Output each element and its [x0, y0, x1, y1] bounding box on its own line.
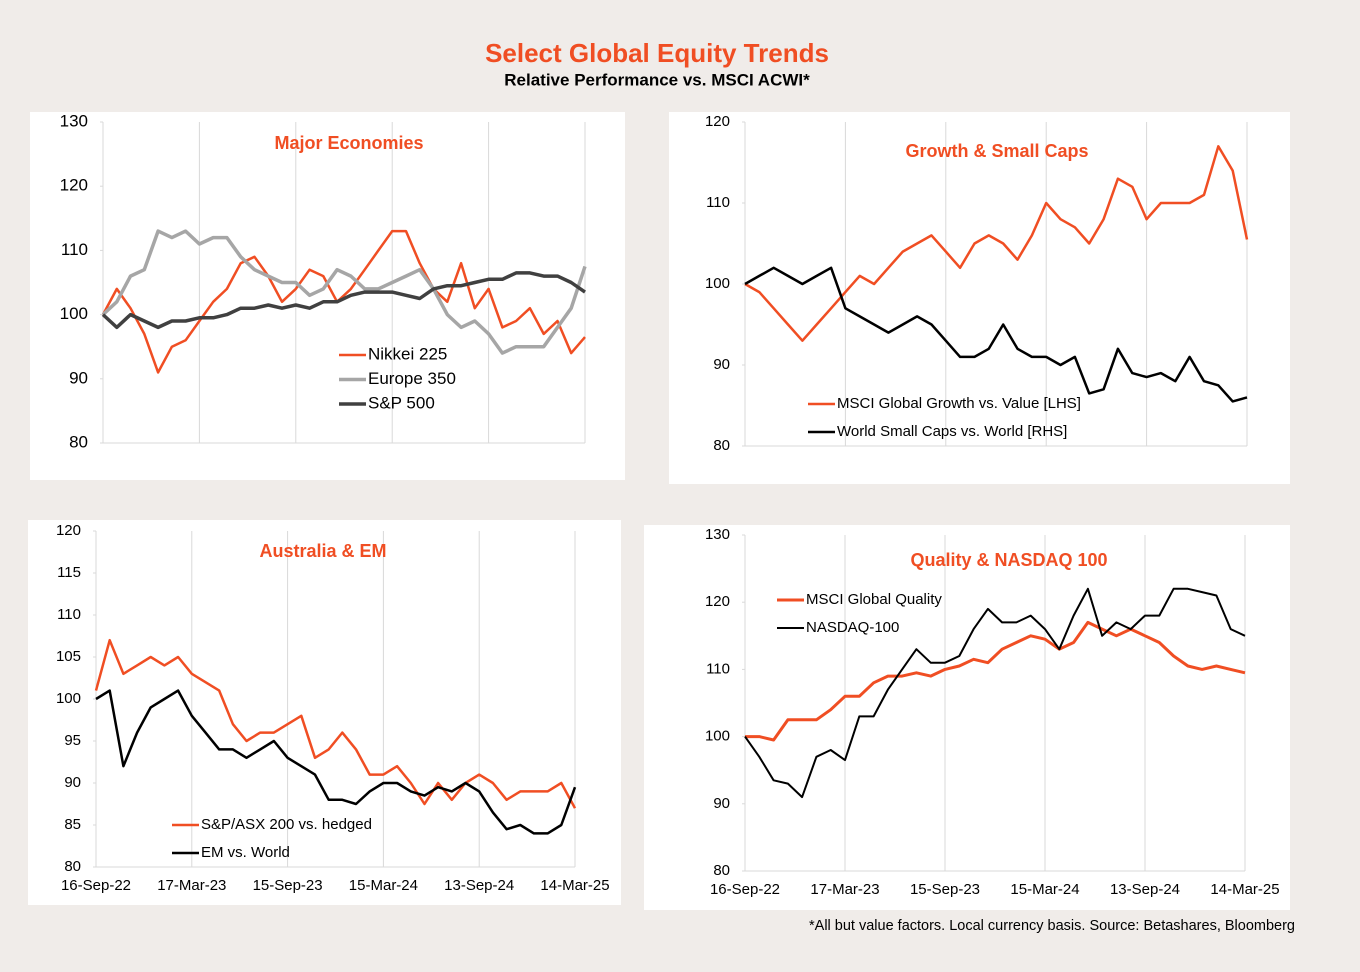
legend-label: S&P 500: [368, 393, 435, 412]
legend-label: Nikkei 225: [368, 344, 447, 363]
y-tick-label: 90: [64, 774, 81, 791]
y-tick-label: 105: [56, 648, 81, 665]
y-tick-label: 120: [56, 522, 81, 539]
y-tick-label: 100: [705, 728, 730, 745]
x-tick-label: 17-Mar-23: [157, 877, 226, 894]
series-line: [744, 587, 1246, 799]
y-tick-label: 120: [705, 113, 730, 130]
panel: [30, 112, 625, 480]
legend-label: World Small Caps vs. World [RHS]: [837, 423, 1067, 440]
y-tick-label: 130: [60, 111, 88, 130]
y-tick-label: 130: [705, 526, 730, 543]
y-tick-label: 100: [56, 690, 81, 707]
legend-label: EM vs. World: [201, 844, 290, 861]
y-tick-label: 120: [60, 176, 88, 195]
y-tick-label: 110: [706, 194, 730, 211]
y-tick-label: 80: [69, 432, 88, 451]
x-tick-label: 15-Mar-24: [349, 877, 418, 894]
y-tick-label: 115: [57, 564, 81, 581]
panel: [669, 112, 1290, 484]
x-tick-label: 14-Mar-25: [1210, 881, 1279, 898]
y-tick-label: 90: [713, 356, 730, 373]
series-line: [101, 229, 587, 355]
legend-label: MSCI Global Growth vs. Value [LHS]: [837, 395, 1081, 412]
panel: [28, 520, 621, 905]
y-tick-label: 110: [706, 660, 730, 677]
series-line: [94, 638, 577, 809]
y-tick-label: 110: [57, 606, 81, 623]
x-tick-label: 14-Mar-25: [540, 877, 609, 894]
legend-label: Europe 350: [368, 369, 456, 388]
series-line: [101, 271, 586, 330]
series-line: [95, 689, 577, 835]
y-tick-label: 90: [69, 368, 88, 387]
legend-label: NASDAQ-100: [806, 619, 899, 636]
y-tick-label: 110: [61, 240, 88, 259]
series-line: [745, 620, 1246, 742]
x-tick-label: 16-Sep-22: [710, 881, 780, 898]
x-tick-label: 13-Sep-24: [444, 877, 514, 894]
page-subtitle: Relative Performance vs. MSCI ACWI*: [504, 70, 810, 89]
y-tick-label: 85: [64, 816, 81, 833]
chart-title: Australia & EM: [259, 541, 386, 561]
series-line: [101, 229, 586, 374]
x-tick-label: 16-Sep-22: [61, 877, 131, 894]
page-title: Select Global Equity Trends: [485, 38, 829, 68]
y-tick-label: 95: [64, 732, 81, 749]
chart-title: Quality & NASDAQ 100: [910, 550, 1107, 570]
y-tick-label: 100: [60, 304, 88, 323]
y-tick-label: 90: [713, 795, 730, 812]
chart-title: Growth & Small Caps: [905, 141, 1088, 161]
footnote: *All but value factors. Local currency b…: [809, 918, 1295, 934]
legend-label: S&P/ASX 200 vs. hedged: [201, 816, 372, 833]
x-tick-label: 15-Sep-23: [910, 881, 980, 898]
x-tick-label: 15-Sep-23: [253, 877, 323, 894]
y-tick-label: 80: [713, 862, 730, 879]
legend-label: MSCI Global Quality: [806, 591, 942, 608]
panel: [644, 525, 1290, 910]
x-tick-label: 15-Mar-24: [1010, 881, 1079, 898]
y-tick-label: 100: [705, 275, 730, 292]
chart-title: Major Economies: [274, 133, 423, 153]
y-tick-label: 80: [713, 437, 730, 454]
y-tick-label: 120: [705, 593, 730, 610]
x-tick-label: 17-Mar-23: [810, 881, 879, 898]
series-line: [744, 266, 1248, 403]
x-tick-label: 13-Sep-24: [1110, 881, 1180, 898]
series-line: [744, 145, 1249, 342]
y-tick-label: 80: [64, 858, 81, 875]
